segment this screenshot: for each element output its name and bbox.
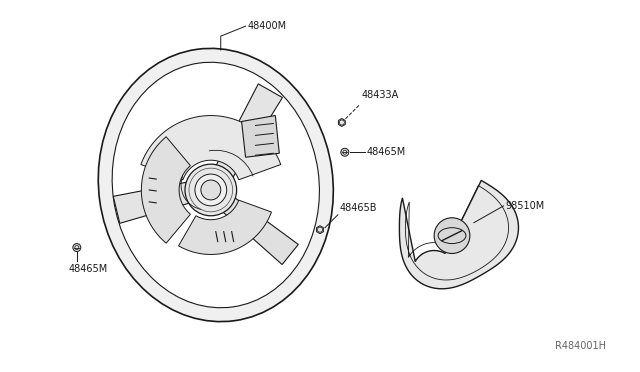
Circle shape <box>185 164 237 216</box>
Circle shape <box>73 244 81 251</box>
Polygon shape <box>212 84 282 183</box>
Circle shape <box>201 180 221 200</box>
Circle shape <box>434 218 470 253</box>
Text: 48433A: 48433A <box>362 90 399 100</box>
Polygon shape <box>179 200 271 254</box>
Text: 98510M: 98510M <box>506 201 545 211</box>
Text: 48465M: 48465M <box>367 147 406 157</box>
Polygon shape <box>141 137 191 243</box>
Polygon shape <box>113 180 201 223</box>
Circle shape <box>195 174 227 206</box>
Ellipse shape <box>438 228 466 244</box>
Circle shape <box>341 148 349 156</box>
Text: R484001H: R484001H <box>555 341 606 351</box>
Polygon shape <box>241 116 279 157</box>
Ellipse shape <box>112 62 319 308</box>
Ellipse shape <box>99 48 333 322</box>
Text: 48465B: 48465B <box>340 203 378 213</box>
Polygon shape <box>141 116 281 180</box>
Circle shape <box>339 120 344 125</box>
Circle shape <box>317 227 323 232</box>
Text: 48400M: 48400M <box>248 21 287 31</box>
Circle shape <box>343 150 347 154</box>
Polygon shape <box>399 180 518 289</box>
Polygon shape <box>217 193 298 264</box>
Polygon shape <box>317 226 323 234</box>
Text: 48465M: 48465M <box>69 264 108 275</box>
Polygon shape <box>339 119 345 126</box>
Circle shape <box>75 246 79 250</box>
